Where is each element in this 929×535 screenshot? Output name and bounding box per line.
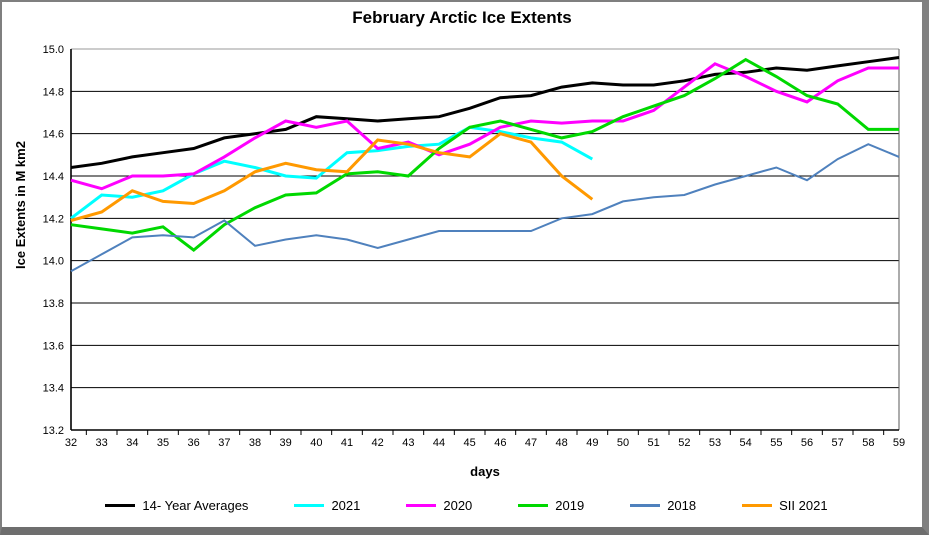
x-tick-label: 46 <box>494 437 506 449</box>
x-tick-label: 36 <box>188 437 200 449</box>
x-tick-label: 52 <box>678 437 690 449</box>
y-tick-label: 13.4 <box>43 383 64 395</box>
y-tick-label: 14.8 <box>43 86 64 98</box>
y-tick-label: 13.8 <box>43 298 64 310</box>
legend-label: SII 2021 <box>779 498 828 513</box>
x-tick-label: 55 <box>770 437 782 449</box>
x-tick-label: 43 <box>402 437 414 449</box>
legend-item: 2019 <box>518 498 584 513</box>
x-tick-label: 32 <box>65 437 77 449</box>
x-tick-label: 42 <box>372 437 384 449</box>
legend-item: 2020 <box>406 498 472 513</box>
y-tick-label: 14.6 <box>43 129 64 141</box>
legend-item: 14- Year Averages <box>105 498 248 513</box>
x-tick-label: 58 <box>862 437 874 449</box>
x-tick-label: 38 <box>249 437 261 449</box>
x-tick-label: 57 <box>832 437 844 449</box>
legend-swatch <box>742 504 773 507</box>
x-tick-label: 33 <box>96 437 108 449</box>
series-line-2018 <box>70 143 900 273</box>
chart-title: February Arctic Ice Extents <box>352 8 572 27</box>
legend-label: 2018 <box>667 498 697 513</box>
series-line-2019 <box>70 57 899 253</box>
legend-swatch <box>630 504 661 507</box>
legend-swatch <box>105 504 136 507</box>
x-tick-label: 49 <box>586 437 598 449</box>
y-tick-label: 14.0 <box>43 256 64 268</box>
y-tick-label: 14.2 <box>43 213 64 225</box>
series-line-sii-2021 <box>70 132 594 222</box>
x-axis-title: days <box>470 464 500 479</box>
legend-item: 2018 <box>630 498 696 513</box>
x-tick-label: 37 <box>218 437 230 449</box>
x-tick-label: 48 <box>556 437 568 449</box>
legend-swatch <box>518 504 549 507</box>
x-tick-label: 44 <box>433 437 445 449</box>
y-tick-label: 13.2 <box>43 425 64 437</box>
x-tick-label: 34 <box>126 437 138 449</box>
series-line-2020 <box>70 62 899 191</box>
x-tick-label: 35 <box>157 437 169 449</box>
x-tick-label: 50 <box>617 437 629 449</box>
legend: 14- Year Averages 2021 2020 2019 2018 SII 202… <box>2 498 922 513</box>
x-tick-label: 51 <box>648 437 660 449</box>
legend-label: 2019 <box>555 498 585 513</box>
plot-area: 13.2 13.4 13.6 13.8 14.0 14.2 14.4 14.6 14.8 15.0… <box>43 44 906 449</box>
x-tick-label: 47 <box>525 437 537 449</box>
x-tick-label: 56 <box>801 437 813 449</box>
y-tick-label: 14.4 <box>43 171 64 183</box>
x-tick-label: 40 <box>310 437 322 449</box>
y-tick-label: 13.6 <box>43 340 64 352</box>
x-tick-label: 59 <box>893 437 905 449</box>
x-tick-label: 39 <box>280 437 292 449</box>
series-line-2021 <box>70 125 594 220</box>
x-tick-label: 54 <box>740 437 752 449</box>
series-line-14--year-averages <box>70 56 900 169</box>
legend-label: 2020 <box>443 498 473 513</box>
x-tick-label: 45 <box>464 437 476 449</box>
legend-label: 2021 <box>331 498 361 513</box>
legend-swatch <box>406 504 437 507</box>
legend-label: 14- Year Averages <box>142 498 249 513</box>
x-tick-label: 53 <box>709 437 721 449</box>
legend-item: 2021 <box>294 498 360 513</box>
y-tick-label: 15.0 <box>43 44 64 56</box>
legend-swatch <box>294 504 325 507</box>
x-tick-label: 41 <box>341 437 353 449</box>
legend-item: SII 2021 <box>742 498 828 513</box>
